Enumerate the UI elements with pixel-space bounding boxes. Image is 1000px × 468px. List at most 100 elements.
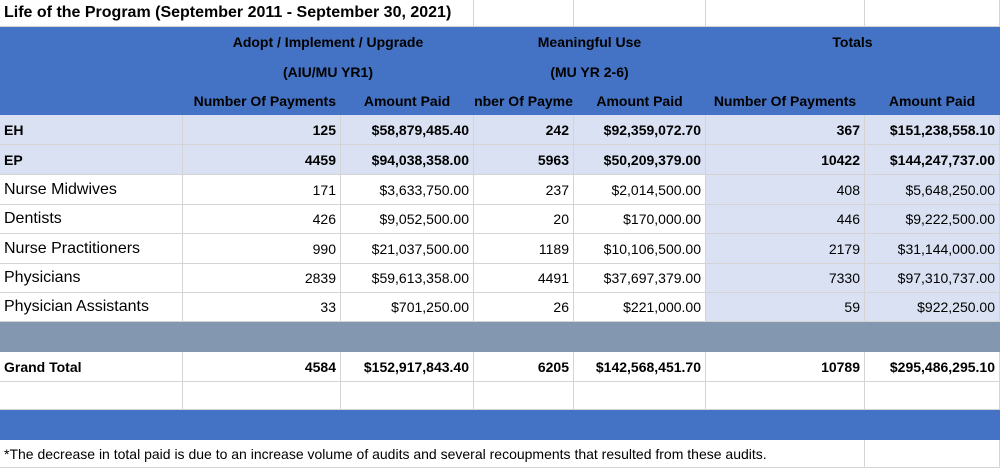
empty-cell[interactable] bbox=[474, 0, 574, 27]
col-header-aiu-num[interactable]: Number Of Payments bbox=[183, 87, 341, 115]
aiu-num-cell[interactable]: 171 bbox=[183, 175, 341, 205]
mu-num-cell[interactable]: 26 bbox=[474, 293, 574, 322]
mu-amt-cell[interactable]: $92,359,072.70 bbox=[574, 115, 706, 145]
grand-total-aiu-amt[interactable]: $152,917,843.40 bbox=[341, 352, 474, 382]
aiu-amt-cell[interactable]: $59,613,358.00 bbox=[341, 264, 474, 293]
tot-amt-cell[interactable]: $5,648,250.00 bbox=[865, 175, 1000, 205]
empty-cell[interactable] bbox=[706, 382, 865, 410]
grand-total-label[interactable]: Grand Total bbox=[0, 352, 183, 382]
empty-cell[interactable] bbox=[865, 382, 1000, 410]
empty-cell[interactable] bbox=[865, 440, 1000, 468]
aiu-amt-cell[interactable]: $3,633,750.00 bbox=[341, 175, 474, 205]
column-header-row: Number Of Payments Amount Paid nber Of P… bbox=[0, 87, 1000, 115]
aiu-amt-cell[interactable]: $9,052,500.00 bbox=[341, 205, 474, 234]
aiu-sub-header[interactable]: (AIU/MU YR1) bbox=[183, 57, 474, 87]
mu-amt-cell[interactable]: $170,000.00 bbox=[574, 205, 706, 234]
aiu-amt-cell[interactable]: $58,879,485.40 bbox=[341, 115, 474, 145]
table-row: Physicians 2839 $59,613,358.00 4491 $37,… bbox=[0, 264, 1000, 293]
separator-band bbox=[0, 322, 1000, 352]
empty-cell[interactable] bbox=[574, 382, 706, 410]
empty-cell[interactable] bbox=[0, 382, 183, 410]
aiu-amt-cell[interactable]: $94,038,358.00 bbox=[341, 145, 474, 175]
mu-amt-cell[interactable]: $10,106,500.00 bbox=[574, 234, 706, 264]
tot-num-cell[interactable]: 408 bbox=[706, 175, 865, 205]
mu-group-header[interactable]: Meaningful Use bbox=[474, 27, 706, 57]
footnote-row: *The decrease in total paid is due to an… bbox=[0, 440, 1000, 468]
mu-amt-cell[interactable]: $50,209,379.00 bbox=[574, 145, 706, 175]
tot-num-cell[interactable]: 10422 bbox=[706, 145, 865, 175]
mu-num-cell[interactable]: 20 bbox=[474, 205, 574, 234]
row-label[interactable]: EP bbox=[0, 145, 183, 175]
row-label[interactable]: EH bbox=[0, 115, 183, 145]
empty-cell[interactable] bbox=[574, 0, 706, 27]
mu-num-cell[interactable]: 237 bbox=[474, 175, 574, 205]
separator-cell[interactable] bbox=[0, 322, 1000, 352]
col-header-aiu-amt[interactable]: Amount Paid bbox=[341, 87, 474, 115]
empty-cell[interactable] bbox=[865, 0, 1000, 27]
empty-cell[interactable] bbox=[706, 0, 865, 27]
tot-amt-cell[interactable]: $31,144,000.00 bbox=[865, 234, 1000, 264]
empty-cell[interactable] bbox=[183, 382, 341, 410]
col-header-mu-amt[interactable]: Amount Paid bbox=[574, 87, 706, 115]
mu-num-cell[interactable]: 242 bbox=[474, 115, 574, 145]
empty-cell[interactable] bbox=[341, 382, 474, 410]
tot-amt-cell[interactable]: $151,238,558.10 bbox=[865, 115, 1000, 145]
tot-num-cell[interactable]: 367 bbox=[706, 115, 865, 145]
row-label[interactable]: Physicians bbox=[0, 264, 183, 293]
aiu-num-cell[interactable]: 426 bbox=[183, 205, 341, 234]
aiu-num-cell[interactable]: 33 bbox=[183, 293, 341, 322]
row-label[interactable]: Nurse Practitioners bbox=[0, 234, 183, 264]
tot-amt-cell[interactable]: $97,310,737.00 bbox=[865, 264, 1000, 293]
mu-amt-cell[interactable]: $37,697,379.00 bbox=[574, 264, 706, 293]
row-label[interactable]: Physician Assistants bbox=[0, 293, 183, 322]
row-label[interactable]: Nurse Midwives bbox=[0, 175, 183, 205]
grand-total-tot-amt[interactable]: $295,486,295.10 bbox=[865, 352, 1000, 382]
row-label[interactable]: Dentists bbox=[0, 205, 183, 234]
aiu-num-cell[interactable]: 990 bbox=[183, 234, 341, 264]
tot-amt-cell[interactable]: $9,222,500.00 bbox=[865, 205, 1000, 234]
aiu-num-cell[interactable]: 2839 bbox=[183, 264, 341, 293]
aiu-num-cell[interactable]: 4459 bbox=[183, 145, 341, 175]
tot-amt-cell[interactable]: $144,247,737.00 bbox=[865, 145, 1000, 175]
footnote[interactable]: *The decrease in total paid is due to an… bbox=[0, 440, 865, 468]
col-header-tot-num[interactable]: Number Of Payments bbox=[706, 87, 865, 115]
aiu-group-header[interactable]: Adopt / Implement / Upgrade bbox=[183, 27, 474, 57]
tot-amt-cell[interactable]: $922,250.00 bbox=[865, 293, 1000, 322]
tot-num-cell[interactable]: 2179 bbox=[706, 234, 865, 264]
empty-cell[interactable] bbox=[474, 382, 574, 410]
header-group-row: Adopt / Implement / Upgrade Meaningful U… bbox=[0, 27, 1000, 57]
mu-amt-cell[interactable]: $221,000.00 bbox=[574, 293, 706, 322]
grand-total-tot-num[interactable]: 10789 bbox=[706, 352, 865, 382]
totals-sub-header[interactable] bbox=[706, 57, 1000, 87]
col-header-mu-num[interactable]: nber Of Payme bbox=[474, 87, 574, 115]
grand-total-mu-num[interactable]: 6205 bbox=[474, 352, 574, 382]
sheet-title[interactable]: Life of the Program (September 2011 - Se… bbox=[0, 0, 474, 27]
table-row: Physician Assistants 33 $701,250.00 26 $… bbox=[0, 293, 1000, 322]
mu-num-cell[interactable]: 5963 bbox=[474, 145, 574, 175]
header-cell[interactable] bbox=[0, 27, 183, 57]
tot-num-cell[interactable]: 7330 bbox=[706, 264, 865, 293]
tot-num-cell[interactable]: 59 bbox=[706, 293, 865, 322]
table-row: EP 4459 $94,038,358.00 5963 $50,209,379.… bbox=[0, 145, 1000, 175]
header-cell[interactable] bbox=[0, 57, 183, 87]
tot-num-cell[interactable]: 446 bbox=[706, 205, 865, 234]
aiu-amt-cell[interactable]: $701,250.00 bbox=[341, 293, 474, 322]
mu-num-cell[interactable]: 1189 bbox=[474, 234, 574, 264]
mu-num-cell[interactable]: 4491 bbox=[474, 264, 574, 293]
grand-total-aiu-num[interactable]: 4584 bbox=[183, 352, 341, 382]
mu-sub-header[interactable]: (MU YR 2-6) bbox=[474, 57, 706, 87]
blue-band bbox=[0, 410, 1000, 440]
grand-total-mu-amt[interactable]: $142,568,451.70 bbox=[574, 352, 706, 382]
mu-amt-cell[interactable]: $2,014,500.00 bbox=[574, 175, 706, 205]
aiu-num-cell[interactable]: 125 bbox=[183, 115, 341, 145]
header-sub-row: (AIU/MU YR1) (MU YR 2-6) bbox=[0, 57, 1000, 87]
col-header-tot-amt[interactable]: Amount Paid bbox=[865, 87, 1000, 115]
band-cell[interactable] bbox=[0, 410, 1000, 440]
aiu-amt-cell[interactable]: $21,037,500.00 bbox=[341, 234, 474, 264]
totals-group-header[interactable]: Totals bbox=[706, 27, 1000, 57]
grand-total-row: Grand Total 4584 $152,917,843.40 6205 $1… bbox=[0, 352, 1000, 382]
table-row: EH 125 $58,879,485.40 242 $92,359,072.70… bbox=[0, 115, 1000, 145]
table-row: Nurse Midwives 171 $3,633,750.00 237 $2,… bbox=[0, 175, 1000, 205]
header-cell[interactable] bbox=[0, 87, 183, 115]
